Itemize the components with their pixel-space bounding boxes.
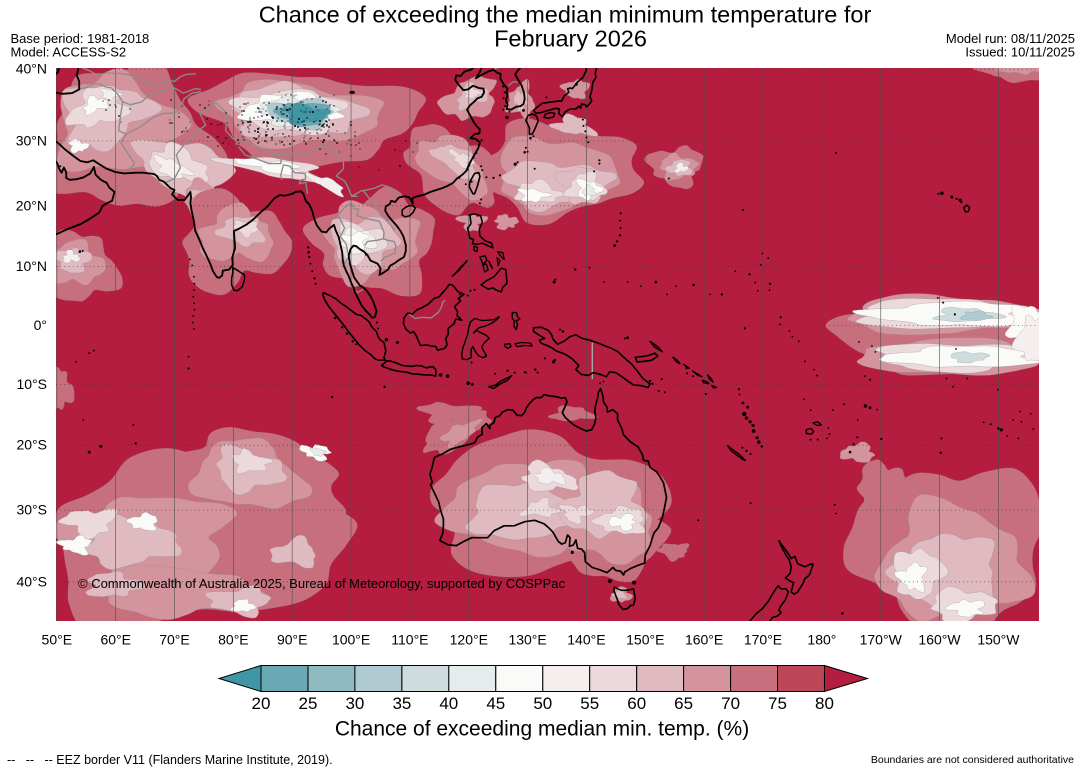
- svg-text:140°E: 140°E: [567, 632, 605, 648]
- svg-text:40°N: 40°N: [16, 61, 47, 77]
- svg-text:40: 40: [439, 694, 458, 713]
- svg-text:Base period: 1981-2018: Base period: 1981-2018: [11, 31, 150, 46]
- svg-text:© Commonwealth of Australia 20: © Commonwealth of Australia 2025, Bureau…: [78, 576, 565, 591]
- svg-text:160°E: 160°E: [685, 632, 723, 648]
- svg-text:110°E: 110°E: [391, 632, 428, 648]
- svg-text:0°: 0°: [34, 317, 47, 333]
- svg-text:50: 50: [533, 694, 552, 713]
- svg-text:20: 20: [252, 694, 271, 713]
- svg-text:90°E: 90°E: [277, 632, 308, 648]
- svg-text:20°S: 20°S: [16, 437, 47, 453]
- svg-text:160°W: 160°W: [918, 632, 961, 648]
- svg-text:120°E: 120°E: [450, 632, 488, 648]
- svg-text:-- -- -- EEZ border V11 (F: -- -- -- EEZ border V11 (Flanders Marine…: [7, 753, 333, 767]
- svg-text:40°S: 40°S: [16, 573, 47, 589]
- svg-text:150°E: 150°E: [626, 632, 664, 648]
- svg-text:70°E: 70°E: [159, 632, 190, 648]
- svg-text:30°S: 30°S: [16, 502, 47, 518]
- svg-text:45: 45: [486, 694, 505, 713]
- svg-text:30°N: 30°N: [16, 132, 47, 148]
- svg-text:80: 80: [815, 694, 834, 713]
- svg-text:10°S: 10°S: [16, 376, 47, 392]
- svg-text:70: 70: [721, 694, 740, 713]
- svg-text:170°E: 170°E: [744, 632, 782, 648]
- svg-text:Model: ACCESS-S2: Model: ACCESS-S2: [11, 45, 127, 60]
- svg-text:60: 60: [627, 694, 646, 713]
- svg-text:30: 30: [345, 694, 364, 713]
- svg-text:25: 25: [299, 694, 318, 713]
- svg-text:Issued: 10/11/2025: Issued: 10/11/2025: [965, 45, 1075, 60]
- svg-text:Model run: 08/11/2025: Model run: 08/11/2025: [946, 31, 1075, 46]
- svg-text:February 2026: February 2026: [494, 26, 647, 52]
- svg-text:75: 75: [768, 694, 787, 713]
- svg-text:50°E: 50°E: [42, 632, 73, 648]
- svg-text:Boundaries are not considered: Boundaries are not considered authoritat…: [871, 754, 1074, 766]
- svg-text:Chance of exceeding median min: Chance of exceeding median min. temp. (%…: [335, 718, 749, 741]
- svg-text:150°W: 150°W: [977, 632, 1020, 648]
- svg-text:Chance of exceeding the median: Chance of exceeding the median minimum t…: [259, 2, 872, 28]
- svg-text:100°E: 100°E: [332, 632, 370, 648]
- svg-text:180°: 180°: [807, 632, 836, 648]
- svg-text:35: 35: [392, 694, 411, 713]
- svg-text:60°E: 60°E: [100, 632, 131, 648]
- svg-text:170°W: 170°W: [860, 632, 903, 648]
- svg-text:130°E: 130°E: [508, 632, 546, 648]
- svg-text:65: 65: [674, 694, 693, 713]
- svg-text:80°E: 80°E: [218, 632, 249, 648]
- svg-text:10°N: 10°N: [16, 258, 47, 274]
- svg-text:20°N: 20°N: [16, 197, 47, 213]
- svg-text:55: 55: [580, 694, 599, 713]
